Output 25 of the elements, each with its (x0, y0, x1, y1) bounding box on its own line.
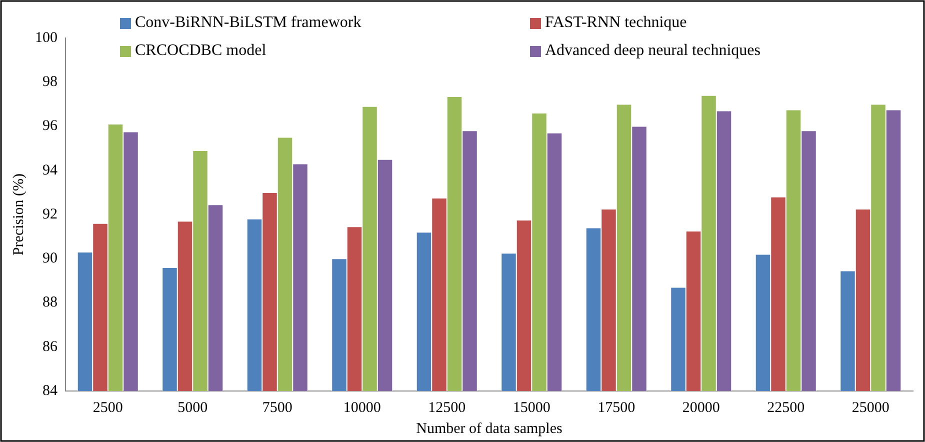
y-tick-label: 96 (42, 118, 58, 134)
y-tick-label: 100 (35, 30, 58, 46)
x-tick-label: 25000 (852, 400, 890, 416)
y-axis-title: Precision (%) (10, 173, 27, 256)
y-tick-label: 98 (42, 74, 58, 90)
x-tick-label: 20000 (682, 400, 720, 416)
y-tick-label: 92 (42, 206, 58, 222)
x-tick-label: 22500 (767, 400, 805, 416)
x-tick-label: 5000 (178, 400, 208, 416)
y-tick-label: 84 (42, 382, 58, 399)
x-axis-title: Number of data samples (416, 420, 563, 437)
y-tick-label: 94 (42, 162, 58, 178)
legend-label: Conv-BiRNN-BiLSTM framework (135, 14, 362, 32)
y-tick-label: 88 (42, 294, 58, 311)
x-tick-label: 12500 (428, 400, 466, 416)
x-tick-label: 15000 (512, 400, 550, 416)
legend-label: Advanced deep neural techniques (545, 42, 760, 60)
legend-label: FAST-RNN technique (545, 14, 687, 32)
y-tick-label: 86 (42, 338, 58, 355)
legend-label: CRCOCDBC model (135, 42, 266, 60)
x-tick-label: 2500 (92, 400, 123, 416)
y-tick-label: 90 (42, 250, 58, 267)
x-tick-label: 7500 (262, 400, 292, 416)
x-tick-label: 10000 (343, 400, 381, 416)
x-tick-label: 17500 (598, 400, 636, 416)
